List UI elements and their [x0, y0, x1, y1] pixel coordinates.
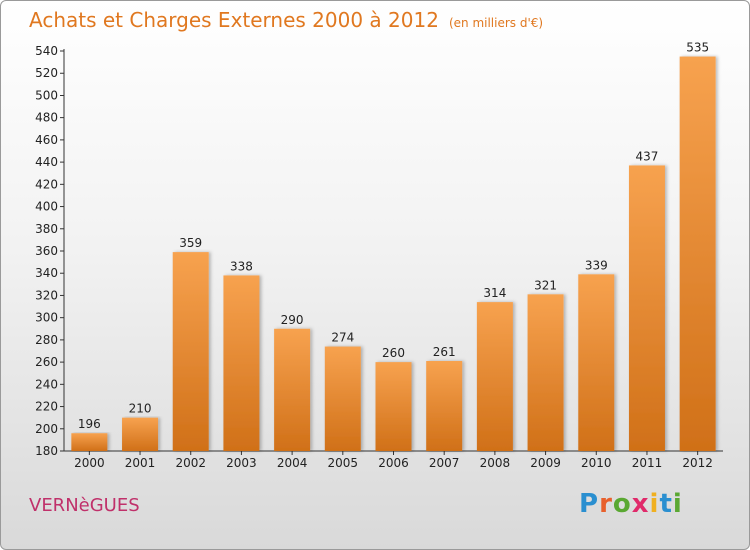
- y-tick-label: 340: [35, 266, 58, 280]
- chart-subtitle: (en milliers d'€): [448, 16, 544, 30]
- y-tick-label: 520: [35, 66, 58, 80]
- bar: [324, 346, 361, 451]
- y-tick-label: 420: [35, 177, 58, 191]
- x-tick-label: 2004: [277, 456, 308, 470]
- bar: [122, 417, 159, 451]
- bar: [274, 328, 311, 451]
- bar-value-label: 437: [636, 149, 659, 163]
- y-tick-label: 240: [35, 377, 58, 391]
- y-tick-label: 480: [35, 111, 58, 125]
- bar-value-label: 196: [78, 417, 101, 431]
- bar-value-label: 274: [331, 331, 354, 345]
- axes: 180 200 220 240 260 280 300 320 340 360 380 400 420 4…: [35, 44, 723, 470]
- x-tick-label: 2009: [530, 456, 561, 470]
- bar-value-label: 321: [534, 278, 557, 292]
- logo-letter: x: [631, 489, 650, 519]
- x-tick-label: 2006: [378, 456, 409, 470]
- y-tick-label: 360: [35, 244, 58, 258]
- y-tick-label: 260: [35, 355, 58, 369]
- bar-value-label: 314: [483, 286, 506, 300]
- x-tick-label: 2003: [226, 456, 257, 470]
- bar: [172, 252, 209, 451]
- y-tick-label: 540: [35, 44, 58, 58]
- bars: [71, 56, 716, 452]
- bar: [476, 302, 513, 451]
- bar-value-label: 260: [382, 346, 405, 360]
- logo-letter: o: [612, 489, 632, 519]
- chart-title-text: Achats et Charges Externes 2000 à 2012: [29, 8, 439, 32]
- logo-letter: i: [672, 489, 683, 519]
- y-tick-label: 200: [35, 422, 58, 436]
- x-tick-label: 2008: [480, 456, 511, 470]
- bar-value-label: 339: [585, 258, 608, 272]
- logo-letter: P: [579, 489, 600, 519]
- y-tick-label: 320: [35, 288, 58, 302]
- y-tick-label: 380: [35, 222, 58, 236]
- logo-letter: r: [599, 489, 613, 519]
- bar: [375, 362, 412, 451]
- y-tick-label: 460: [35, 133, 58, 147]
- x-tick-label: 2002: [175, 456, 206, 470]
- logo-letter: t: [659, 489, 673, 519]
- bar: [223, 275, 260, 451]
- bar: [679, 56, 716, 452]
- x-tick-label: 2001: [125, 456, 156, 470]
- x-tick-label: 2012: [682, 456, 713, 470]
- y-tick-label: 300: [35, 311, 58, 325]
- y-tick-label: 180: [35, 444, 58, 458]
- chart-title: Achats et Charges Externes 2000 à 2012 (e…: [29, 8, 543, 32]
- logo-letter: i: [649, 489, 660, 519]
- bar-value-label: 535: [686, 41, 709, 55]
- x-tick-label: 2000: [74, 456, 105, 470]
- bar-value-label: 290: [281, 313, 304, 327]
- x-tick-label: 2007: [429, 456, 460, 470]
- bar: [426, 361, 463, 451]
- bar: [527, 294, 564, 451]
- bar: [628, 165, 665, 451]
- y-tick-label: 500: [35, 88, 58, 102]
- bar: [578, 274, 615, 451]
- proxiti-logo: Proxiti: [579, 489, 683, 519]
- bar-value-label: 359: [179, 236, 202, 250]
- bar-value-label: 261: [433, 345, 456, 359]
- y-tick-label: 440: [35, 155, 58, 169]
- x-tick-label: 2010: [581, 456, 612, 470]
- value-labels: 196 210 359 338 290 274 260 261 314 321 339 437 535: [78, 41, 709, 432]
- y-tick-label: 400: [35, 200, 58, 214]
- y-tick-label: 280: [35, 333, 58, 347]
- x-tick-label: 2011: [632, 456, 663, 470]
- x-tick-label: 2005: [328, 456, 359, 470]
- y-tick-label: 220: [35, 400, 58, 414]
- commune-name: VERNèGUES: [29, 495, 140, 516]
- bar: [71, 433, 108, 451]
- bar-value-label: 338: [230, 259, 253, 273]
- bar-value-label: 210: [129, 402, 152, 416]
